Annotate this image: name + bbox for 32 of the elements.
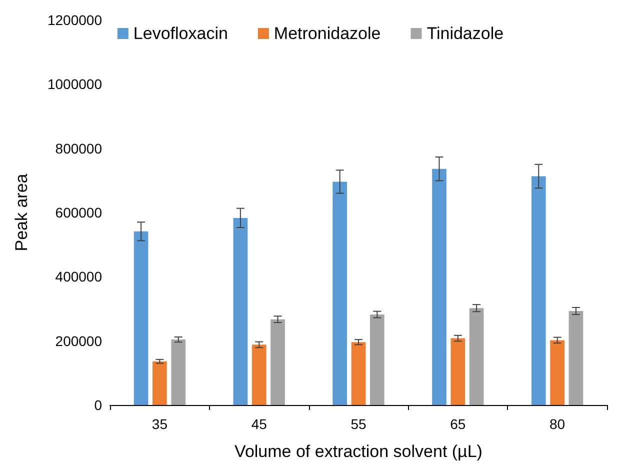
y-tick-label: 1000000: [47, 76, 102, 92]
x-tick-label: 35: [152, 416, 168, 432]
legend-label: Levofloxacin: [133, 24, 228, 43]
legend-label: Metronidazole: [274, 24, 381, 43]
bar: [152, 361, 167, 405]
x-tick-label: 80: [550, 416, 566, 432]
bar: [370, 314, 384, 405]
bar: [351, 342, 366, 405]
bar: [270, 319, 285, 405]
bar: [450, 338, 466, 405]
y-tick-label: 0: [94, 397, 102, 413]
bar: [469, 308, 484, 405]
x-tick-label: 65: [450, 416, 466, 432]
x-axis-title: Volume of extraction solvent (µL): [234, 442, 482, 461]
y-tick-label: 1200000: [47, 12, 102, 28]
x-tick-label: 45: [251, 416, 268, 432]
y-tick-label: 600000: [55, 204, 102, 220]
bar: [252, 344, 266, 405]
y-tick-label: 800000: [55, 140, 102, 156]
bar: [550, 340, 564, 405]
y-tick-label: 200000: [55, 332, 102, 349]
bar: [568, 310, 584, 405]
bar: [171, 340, 186, 405]
bar: [531, 176, 546, 405]
bar: [332, 182, 348, 405]
y-axis-title: Peak area: [12, 173, 31, 252]
legend-label: Tinidazole: [426, 24, 504, 43]
bar: [233, 218, 248, 405]
bar: [134, 231, 148, 405]
bar: [432, 168, 446, 405]
y-tick-label: 400000: [55, 268, 102, 285]
x-tick-label: 55: [350, 416, 366, 432]
